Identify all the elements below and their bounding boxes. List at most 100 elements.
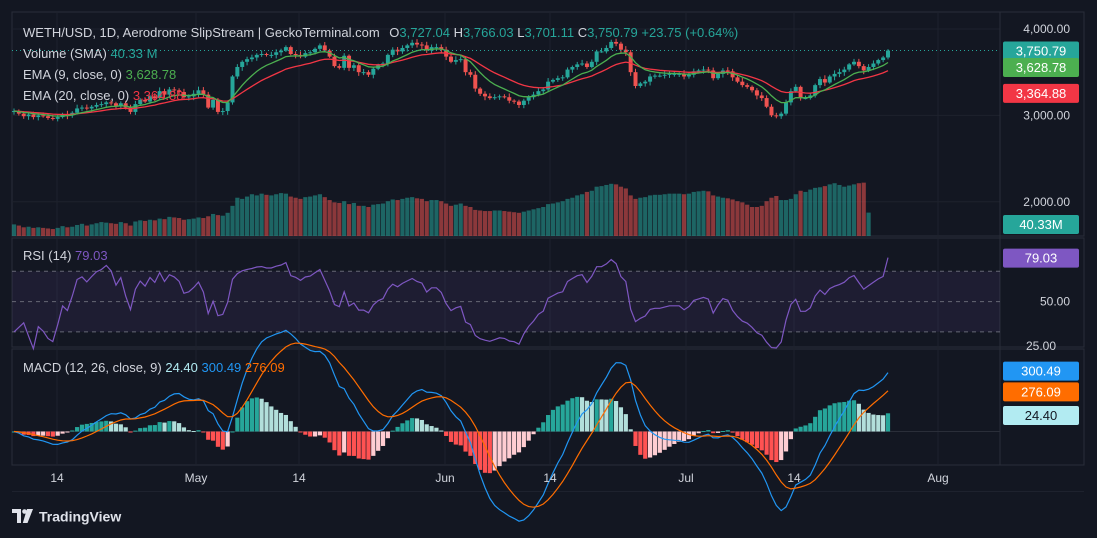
candle-body — [648, 76, 653, 82]
macd-hist-bar — [293, 426, 298, 432]
macd-hist-bar — [623, 414, 628, 432]
macd-hist-bar — [813, 416, 818, 432]
macd-hist-bar — [303, 431, 308, 435]
volume-bar — [725, 198, 730, 236]
macd-hist-bar — [827, 405, 832, 432]
volume-bar — [303, 197, 308, 236]
macd-hist-badge-text: 24.40 — [1025, 408, 1058, 423]
volume-bar — [628, 195, 633, 236]
symbol-title: WETH/USD, 1D, Aerodrome SlipStream | Gec… — [23, 25, 380, 40]
macd-hist-bar — [589, 401, 594, 432]
time-axis: 14 May 14 Jun 14 Jul 14 Aug — [50, 471, 948, 485]
macd-hist-bar — [259, 398, 264, 432]
candle-body — [604, 47, 609, 52]
tradingview-brand[interactable]: TradingView — [12, 507, 121, 524]
volume-legend[interactable]: Volume (SMA) 40.33 M — [23, 46, 157, 62]
macd-legend[interactable]: MACD (12, 26, close, 9) 24.40 300.49 276… — [23, 360, 285, 376]
candle-body — [113, 103, 118, 106]
volume-bar — [60, 226, 65, 236]
volume-bar — [512, 212, 517, 236]
ema20-badge-bg — [1003, 83, 1079, 103]
candle-body — [337, 66, 342, 68]
candle-body — [788, 91, 793, 103]
volume-bar — [856, 183, 861, 236]
volume-bar — [206, 216, 211, 236]
volume-bar — [113, 223, 119, 236]
macd-hist-bar — [288, 421, 293, 432]
volume-series — [11, 182, 871, 236]
volume-bar — [735, 201, 740, 236]
macd-hist-bar — [759, 431, 764, 451]
volume-bar — [157, 218, 162, 236]
volume-bar — [176, 218, 182, 236]
candle-body — [740, 81, 745, 86]
candle-body — [871, 63, 876, 67]
macd-badge: 300.49 — [1003, 361, 1079, 381]
time-tick-label: 14 — [787, 471, 801, 485]
macd-hist-bar — [191, 431, 196, 433]
macd-hist-bar — [720, 431, 726, 433]
candle-body — [512, 100, 517, 102]
candle-body — [716, 73, 721, 79]
ema20-legend[interactable]: EMA (20, close, 0) 3,364.88 — [23, 88, 183, 104]
macd-hist-bar — [599, 399, 604, 432]
ema20-badge-text: 3,364.88 — [1016, 86, 1067, 101]
macd-hist-bar — [584, 400, 590, 432]
candle-body — [347, 55, 352, 68]
macd-hist-bar — [885, 413, 891, 432]
volume-bar — [152, 220, 157, 236]
tradingview-logo-icon — [12, 509, 33, 524]
macd-hist-bar — [706, 430, 711, 432]
candle-body — [109, 102, 114, 104]
volume-bar — [604, 184, 609, 236]
macd-hist-bar — [521, 431, 526, 448]
candle-body — [822, 79, 827, 83]
volume-bar — [70, 226, 75, 236]
macd-hist-bar — [832, 403, 837, 432]
macd-hist-bar — [560, 404, 565, 432]
ema20-value: 3,364.88 — [132, 88, 184, 103]
volume-value: 40.33 M — [110, 46, 158, 61]
candle-body — [803, 98, 808, 100]
candle-body — [516, 101, 521, 105]
volume-bar — [575, 195, 580, 236]
ema9-legend[interactable]: EMA (9, close, 0) 3,628.78 — [23, 67, 176, 83]
time-tick-label: 14 — [543, 471, 557, 485]
ema20-badge: 3,364.88 — [1003, 83, 1079, 103]
macd-hist-bar — [497, 431, 502, 467]
volume-bar — [798, 190, 803, 236]
volume-bar — [550, 203, 556, 236]
volume-bar — [385, 201, 390, 236]
macd-hist-bar — [618, 407, 624, 432]
ema9-badge: 3,628.78 — [1003, 58, 1079, 78]
candle-body — [852, 61, 857, 65]
macd-hist-bar — [774, 431, 779, 463]
macd-hist-bar — [604, 399, 609, 432]
macd-hist-bar — [157, 422, 162, 432]
volume-bar — [473, 209, 478, 236]
macd-hist-bar — [851, 400, 857, 432]
candle-body — [730, 71, 735, 78]
volume-bar — [21, 227, 26, 236]
macd-hist-bar — [536, 427, 541, 432]
brand-label: TradingView — [39, 508, 122, 525]
time-tick-label: 14 — [50, 471, 64, 485]
candle-body — [521, 100, 526, 105]
macd-hist-bar — [118, 424, 123, 432]
candle-body — [643, 81, 648, 84]
macd-hist-bar — [541, 422, 546, 432]
volume-label: Volume (SMA) — [23, 46, 107, 61]
volume-bar — [487, 211, 492, 236]
macd-hist-bar — [244, 401, 250, 432]
volume-bar — [390, 199, 395, 236]
candle-body — [157, 91, 162, 99]
macd-hist-bar — [133, 430, 138, 432]
macd-hist-bar — [186, 430, 191, 432]
macd-hist-bar — [837, 402, 842, 432]
low-label: L — [517, 25, 525, 40]
volume-bar — [346, 204, 352, 236]
volume-bar — [754, 207, 759, 236]
macd-hist-bar — [196, 430, 201, 432]
rsi-legend[interactable]: RSI (14) 79.03 — [23, 248, 108, 264]
